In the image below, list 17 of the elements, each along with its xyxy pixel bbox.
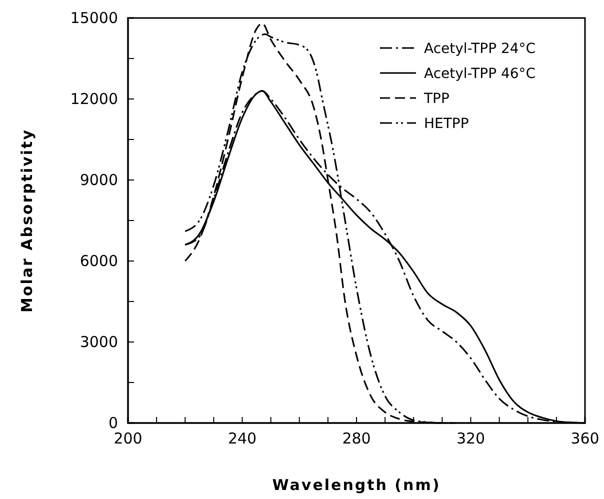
legend-label: Acetyl-TPP 24°C	[424, 41, 536, 57]
y-tick-label: 9000	[80, 170, 118, 189]
x-tick-label: 320	[456, 430, 486, 448]
y-tick-label: 0	[108, 414, 118, 432]
x-tick-label: 280	[342, 430, 371, 448]
y-tick-label: 6000	[80, 252, 118, 270]
legend-label: TPP	[423, 91, 450, 107]
y-tick-label: 12000	[70, 90, 118, 108]
x-axis-title: Wavelength (nm)	[272, 476, 441, 494]
y-tick-label: 3000	[80, 332, 118, 351]
y-tick-label: 15000	[70, 8, 118, 27]
y-axis-title: Molar Absorptivity	[18, 128, 36, 313]
x-tick-label: 240	[228, 430, 257, 448]
x-tick-label: 200	[114, 430, 142, 448]
legend-label: Acetyl-TPP 46°C	[424, 66, 536, 82]
legend-label: HETPP	[424, 116, 469, 132]
x-tick-label: 360	[570, 430, 600, 448]
